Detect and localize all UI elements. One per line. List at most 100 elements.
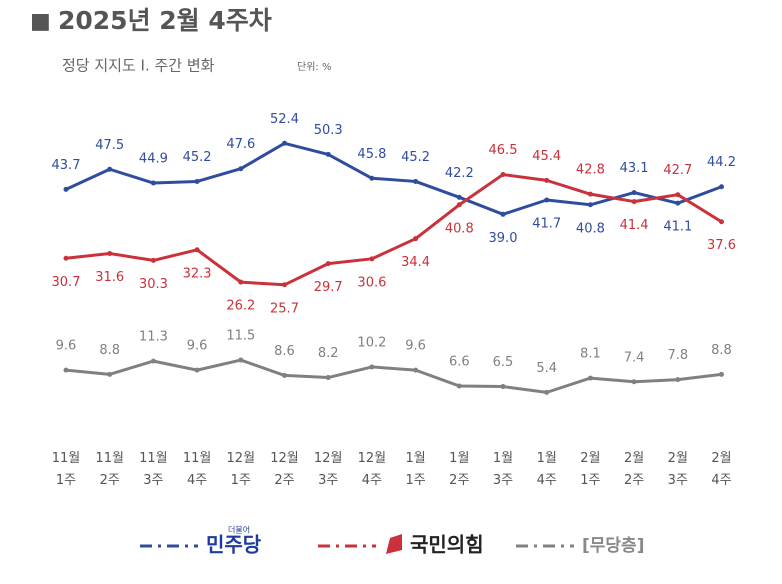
unit-note: 단위: %	[297, 60, 331, 73]
data-label: 30.7	[52, 275, 81, 290]
x-tick-label: 2월 2주	[623, 451, 645, 488]
x-tick-label: 12월 4주	[357, 451, 387, 488]
data-point	[413, 178, 419, 184]
data-point	[150, 180, 156, 186]
data-label: 11.3	[139, 330, 168, 345]
data-label: 6.6	[449, 355, 470, 370]
x-tick-label: 1월 4주	[536, 451, 557, 488]
data-label: 34.4	[401, 255, 430, 270]
data-point	[500, 172, 506, 178]
data-point	[238, 166, 244, 172]
data-point	[194, 247, 200, 253]
data-label: 10.2	[357, 335, 386, 350]
x-tick-label: 2월 3주	[667, 451, 688, 488]
data-point	[500, 384, 506, 390]
data-label: 8.2	[318, 346, 339, 361]
series-line	[65, 358, 722, 394]
data-point	[413, 236, 419, 242]
x-tick-label: 2월 1주	[580, 451, 601, 488]
data-label: 9.6	[56, 339, 77, 354]
data-label: 40.8	[445, 221, 474, 236]
data-label: 37.6	[707, 238, 736, 253]
data-label: 9.6	[187, 339, 208, 354]
data-label: 41.7	[532, 216, 561, 231]
data-point	[194, 178, 200, 184]
data-label: 9.6	[405, 339, 426, 354]
x-tick-label: 12월 3주	[313, 451, 343, 488]
data-point	[369, 175, 375, 181]
legend-logo	[386, 534, 402, 554]
x-tick-label: 1월 3주	[492, 451, 514, 488]
legend-logo-text: 더불어	[228, 525, 250, 535]
data-point	[369, 364, 375, 370]
data-label: 45.4	[532, 149, 561, 164]
data-label: 30.3	[139, 277, 168, 292]
data-point	[631, 199, 637, 205]
data-point	[413, 367, 419, 373]
data-label: 43.7	[52, 158, 81, 173]
data-label: 7.8	[667, 348, 688, 363]
data-point	[325, 375, 331, 381]
x-tick-label: 1월 2주	[449, 451, 470, 488]
data-label: 26.2	[226, 299, 255, 314]
series-line	[65, 173, 723, 287]
data-point	[675, 192, 681, 198]
data-label: 43.1	[620, 161, 649, 176]
data-label: 42.2	[445, 166, 474, 181]
legend-label: 민주당	[206, 533, 262, 557]
data-label: 40.8	[576, 221, 605, 236]
data-point	[587, 202, 593, 208]
data-point	[456, 202, 462, 208]
data-point	[675, 377, 681, 383]
data-point	[456, 383, 462, 389]
data-point	[150, 257, 156, 263]
x-tick-label: 1월 1주	[405, 451, 426, 488]
x-tick-label: 12월 2주	[270, 451, 299, 488]
data-label: 6.5	[493, 355, 514, 370]
data-label: 44.2	[707, 155, 736, 170]
data-point	[631, 379, 637, 385]
data-label: 29.7	[314, 280, 343, 295]
data-label: 42.7	[663, 163, 692, 178]
title-marker: ■	[30, 9, 51, 34]
data-label: 25.7	[270, 301, 299, 316]
data-point	[63, 255, 69, 261]
data-point	[107, 371, 113, 377]
data-label: 5.4	[536, 361, 557, 376]
x-tick-label: 11월 1주	[51, 451, 81, 488]
chart-subtitle: 정당 지지도 Ⅰ. 주간 변화	[62, 57, 215, 75]
data-point	[194, 367, 200, 373]
data-label: 32.3	[183, 266, 212, 281]
data-point	[369, 256, 375, 262]
data-point	[107, 166, 113, 172]
data-label: 8.1	[580, 347, 601, 362]
data-point	[500, 211, 506, 217]
data-point	[631, 190, 637, 196]
data-label: 46.5	[489, 143, 518, 158]
data-label: 30.6	[357, 275, 386, 290]
data-point	[544, 177, 550, 183]
data-point	[675, 200, 681, 206]
data-label: 8.8	[711, 343, 732, 358]
data-label: 31.6	[95, 270, 124, 285]
data-label: 41.4	[620, 218, 649, 233]
data-label: 44.9	[139, 152, 168, 167]
legend-label: 국민의힘	[410, 533, 484, 557]
data-point	[544, 389, 550, 395]
x-tick-label: 11월 3주	[139, 451, 168, 488]
data-label: 47.5	[95, 138, 124, 153]
x-tick-label: 11월 2주	[95, 451, 124, 488]
data-label: 11.5	[226, 329, 255, 344]
data-point	[150, 358, 156, 364]
data-point	[238, 357, 244, 363]
data-label: 47.6	[226, 137, 255, 152]
data-point	[587, 375, 593, 381]
chart-title: 2025년 2월 4주차	[58, 6, 272, 35]
data-point	[325, 261, 331, 267]
data-point	[544, 197, 550, 203]
data-point	[107, 251, 113, 257]
data-point	[282, 282, 287, 288]
data-label: 45.2	[401, 150, 430, 165]
data-label: 39.0	[489, 231, 518, 246]
